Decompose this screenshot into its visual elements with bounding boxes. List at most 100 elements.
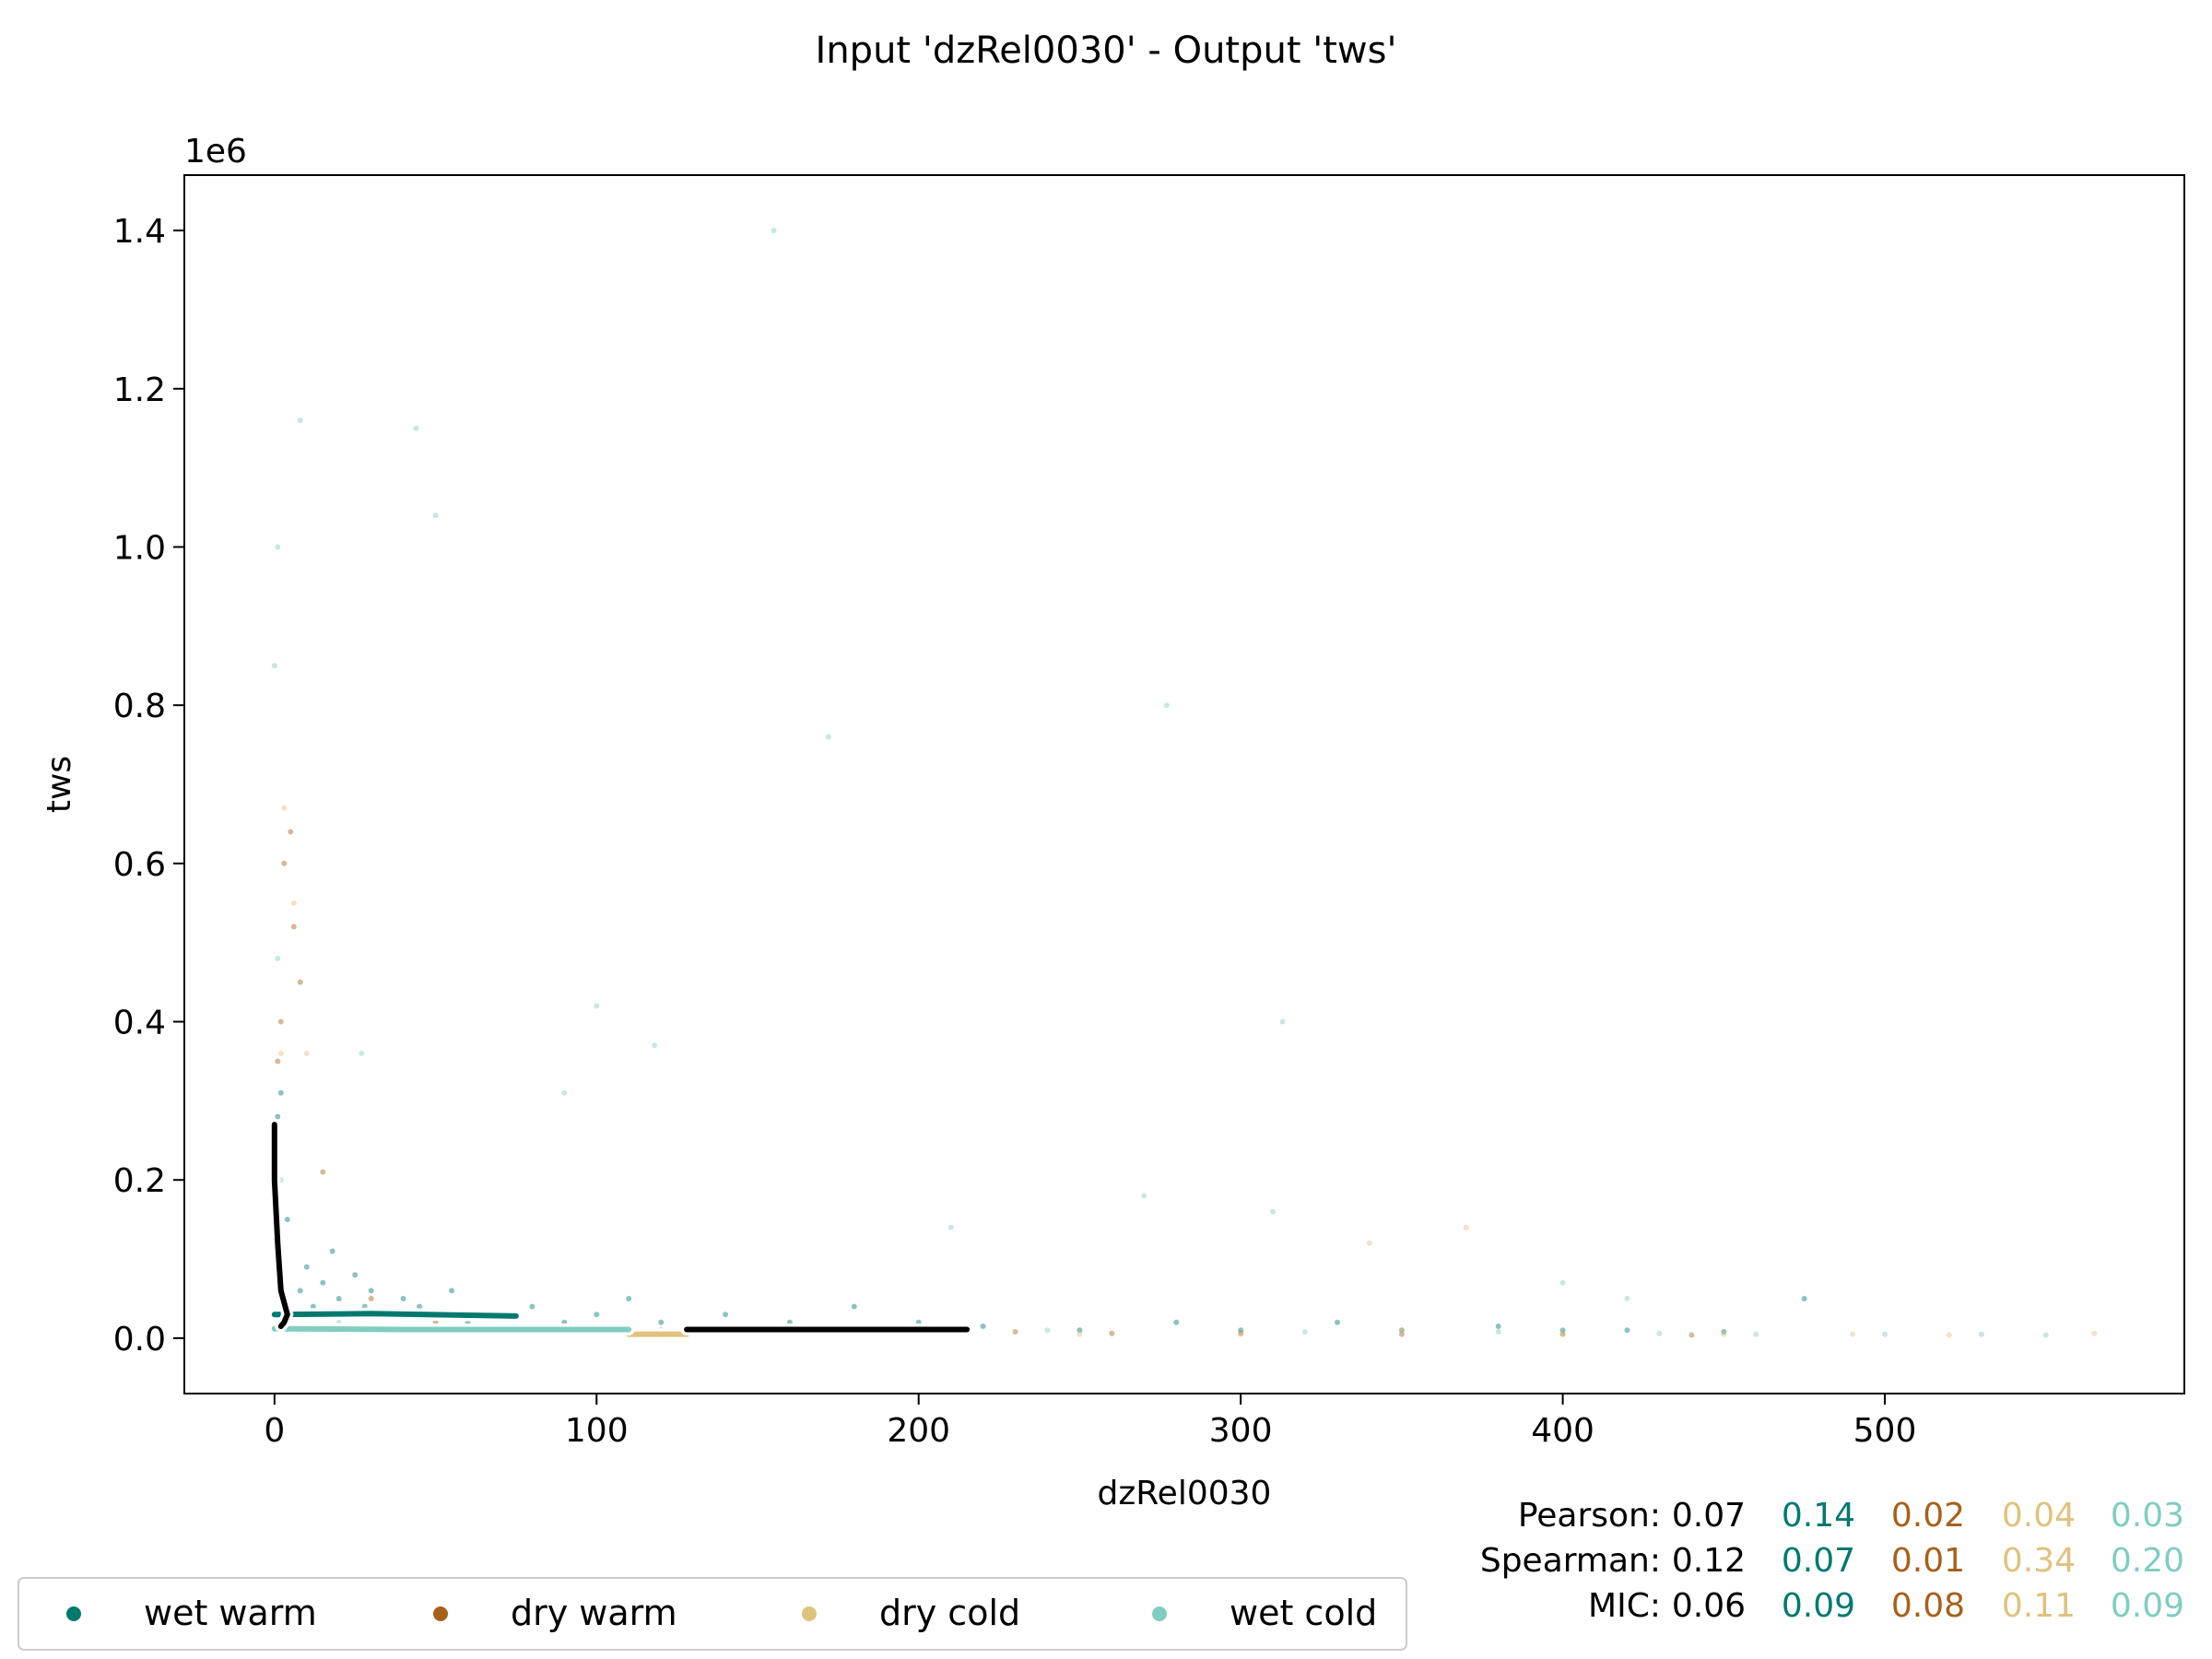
scatter-point bbox=[297, 1288, 303, 1294]
scatter-point bbox=[417, 1303, 423, 1310]
scatter-point bbox=[284, 1217, 290, 1223]
scatter-point bbox=[320, 1279, 326, 1286]
y-tick-label: 0.2 bbox=[113, 1162, 166, 1200]
scatter-point bbox=[1688, 1332, 1695, 1338]
scatter-point bbox=[320, 1169, 326, 1175]
scatter-point bbox=[1753, 1331, 1759, 1337]
scatter-point bbox=[1238, 1330, 1244, 1336]
stats-table: Pearson: 0.07 0.14 0.02 0.04 0.03 Spearman: 0.1… bbox=[1480, 1497, 2184, 1625]
x-tick-label: 400 bbox=[1531, 1412, 1594, 1450]
scatter-point bbox=[1109, 1330, 1115, 1336]
scatter-point bbox=[277, 1018, 284, 1025]
stats-value: 0.08 bbox=[1891, 1587, 1965, 1625]
scatter-point bbox=[1077, 1331, 1083, 1337]
stats-value: 0.06 bbox=[1672, 1587, 1746, 1625]
stats-row-label: Spearman: bbox=[1480, 1542, 1661, 1580]
y-tick-label: 1.2 bbox=[113, 371, 166, 409]
scatter-point bbox=[275, 1058, 281, 1065]
stats-value: 0.01 bbox=[1891, 1542, 1965, 1580]
scatter-point bbox=[368, 1296, 374, 1301]
x-tick-label: 100 bbox=[565, 1412, 629, 1450]
scatter-point bbox=[1012, 1329, 1018, 1335]
scatter-point bbox=[432, 512, 439, 519]
y-axis-label: tws bbox=[41, 756, 78, 813]
scatter-point bbox=[723, 1312, 729, 1318]
scatter-point bbox=[1850, 1331, 1856, 1337]
legend: wet warm dry warm dry cold wet cold bbox=[18, 1577, 1407, 1651]
scatter-point bbox=[1302, 1329, 1308, 1335]
scatter-point bbox=[658, 1319, 665, 1325]
legend-marker bbox=[1152, 1606, 1167, 1621]
scatter-point bbox=[1978, 1331, 1984, 1337]
y-tick-label: 0.8 bbox=[113, 688, 166, 725]
chart-title: Input 'dzRel0030' - Output 'tws' bbox=[816, 29, 1397, 72]
scatter-point bbox=[277, 1089, 284, 1096]
scatter-point bbox=[352, 1272, 359, 1278]
scatter-point bbox=[529, 1303, 535, 1310]
stats-value: 0.20 bbox=[2111, 1542, 2184, 1580]
scatter-point bbox=[1721, 1331, 1727, 1337]
points-layer bbox=[271, 228, 2098, 1338]
legend-label: dry cold bbox=[879, 1593, 1020, 1633]
legend-label: wet warm bbox=[144, 1593, 317, 1633]
scatter-point bbox=[290, 900, 297, 906]
scatter-point bbox=[1270, 1208, 1277, 1215]
scatter-point bbox=[303, 1264, 310, 1270]
scatter-point bbox=[1163, 702, 1170, 709]
y-tick-label: 1.4 bbox=[113, 213, 166, 251]
y-tick-label: 1.0 bbox=[113, 529, 166, 567]
scatter-point bbox=[1077, 1327, 1083, 1334]
x-axis: 0 100 200 300 400 500 bbox=[264, 1394, 1916, 1450]
legend-label: wet cold bbox=[1230, 1593, 1377, 1633]
legend-marker bbox=[802, 1606, 817, 1621]
stats-value: 0.07 bbox=[1782, 1542, 1855, 1580]
scatter-point bbox=[1559, 1279, 1566, 1286]
stats-value: 0.03 bbox=[2111, 1497, 2184, 1535]
scatter-point bbox=[1238, 1331, 1244, 1337]
scatter-point bbox=[1721, 1329, 1727, 1335]
x-axis-label: dzRel0030 bbox=[1098, 1475, 1272, 1512]
scatter-point bbox=[594, 1312, 600, 1318]
stats-value: 0.02 bbox=[1891, 1497, 1965, 1535]
scatter-point bbox=[1335, 1319, 1340, 1325]
scatter-point bbox=[275, 1113, 281, 1120]
scatter-point bbox=[1495, 1324, 1501, 1329]
scatter-point bbox=[1559, 1331, 1566, 1337]
scatter-point bbox=[947, 1224, 954, 1230]
trend-layer bbox=[268, 1118, 973, 1341]
stats-value: 0.04 bbox=[2002, 1497, 2076, 1535]
scatter-point bbox=[1495, 1329, 1501, 1335]
scatter-point bbox=[281, 860, 288, 866]
scatter-point bbox=[1398, 1327, 1405, 1334]
legend-marker bbox=[433, 1606, 448, 1621]
stats-row-label: Pearson: bbox=[1518, 1497, 1661, 1535]
x-tick-label: 200 bbox=[887, 1412, 950, 1450]
plot-frame bbox=[183, 174, 2185, 1394]
scatter-point bbox=[400, 1296, 406, 1301]
scatter-point bbox=[1656, 1330, 1663, 1336]
y-tick-label: 0.6 bbox=[113, 846, 166, 884]
stats-value: 0.14 bbox=[1782, 1497, 1855, 1535]
stats-value: 0.34 bbox=[2002, 1542, 2076, 1580]
scatter-point bbox=[1398, 1331, 1405, 1337]
scatter-point bbox=[1463, 1224, 1469, 1230]
scatter-point bbox=[1366, 1240, 1372, 1246]
scatter-point bbox=[297, 979, 303, 985]
scatter-point bbox=[652, 1042, 658, 1049]
scatter-point bbox=[1624, 1296, 1630, 1301]
scatter-point bbox=[329, 1248, 335, 1254]
x-tick-label: 300 bbox=[1209, 1412, 1273, 1450]
scatter-point bbox=[281, 805, 288, 811]
scatter-point bbox=[594, 1003, 600, 1009]
scatter-point bbox=[275, 544, 281, 550]
scatter-point bbox=[1559, 1327, 1566, 1334]
y-tick-label: 0.4 bbox=[113, 1005, 166, 1042]
scatter-point bbox=[1238, 1327, 1244, 1334]
trend-line bbox=[271, 1311, 519, 1319]
legend-items: wet warm dry warm dry cold wet cold bbox=[66, 1593, 1377, 1633]
scatter-point bbox=[1279, 1018, 1286, 1025]
scatter-point bbox=[303, 1050, 310, 1056]
overall-trend-line bbox=[271, 1122, 290, 1329]
scatter-point bbox=[413, 425, 419, 431]
